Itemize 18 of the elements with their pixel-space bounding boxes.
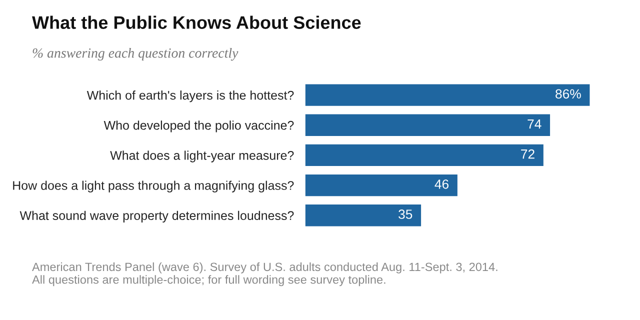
y-tick-label: What sound wave property determines loudness? <box>20 210 294 222</box>
data-label: 35 <box>398 210 412 219</box>
data-label: 72 <box>521 149 534 159</box>
chart-title: What the Public Knows About Science <box>32 16 361 29</box>
data-label: 74 <box>528 119 542 129</box>
bar <box>305 174 458 196</box>
y-tick-label: Which of earth's layers is the hottest? <box>86 90 294 102</box>
data-label: 46 <box>434 179 449 189</box>
data-label: 86% <box>556 89 581 99</box>
bar <box>305 114 550 136</box>
y-tick-label: How does a light pass through a magnifying glass? <box>13 180 294 192</box>
bar <box>305 84 590 106</box>
text: % answering each question correctly <box>32 48 238 61</box>
text: American Trends Panel (wave 6). Survey of U.S. adults conducted Aug. 11-Sept. 3, 2014. All questions are multiple-choice; for full wording see survey topline. <box>32 262 498 286</box>
bar <box>305 204 422 226</box>
y-tick-label: What does a light-year measure? <box>110 150 294 162</box>
bar <box>305 144 544 166</box>
y-tick-label: Who developed the polio vaccine? <box>104 120 294 132</box>
